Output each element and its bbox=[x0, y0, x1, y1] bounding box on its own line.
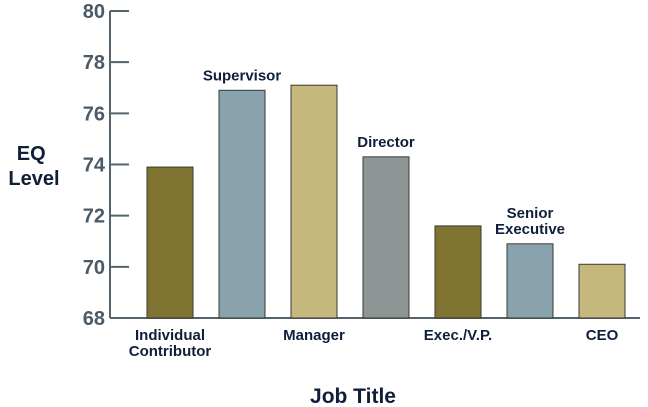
y-tick-label: 72 bbox=[83, 206, 105, 228]
category-label-line: Individual bbox=[135, 327, 205, 344]
category-label: Senior Executive bbox=[495, 205, 565, 238]
category-label: Director bbox=[357, 134, 415, 151]
label-layer: Individual Contributor Supervisor Manager Di… bbox=[129, 67, 619, 360]
category-label-line: Contributor bbox=[129, 343, 212, 360]
category-label-line: Manager bbox=[283, 327, 345, 344]
category-label-line: Director bbox=[357, 134, 415, 151]
y-tick-label: 80 bbox=[83, 1, 105, 23]
category-label-line: Supervisor bbox=[203, 67, 282, 84]
y-axis-title: EQ Level bbox=[8, 143, 59, 190]
axis-layer: 68 70 72 74 76 78 80 bbox=[83, 1, 640, 330]
x-axis-title: Job Title bbox=[310, 385, 396, 407]
category-label-line: Senior bbox=[507, 205, 554, 222]
category-label-line: CEO bbox=[586, 327, 619, 344]
y-tick-label: 68 bbox=[83, 308, 105, 330]
category-label: Exec./V.P. bbox=[424, 327, 492, 344]
category-label-line: Executive bbox=[495, 221, 565, 238]
bar-layer bbox=[146, 84, 626, 319]
category-label: Manager bbox=[283, 327, 345, 344]
bar bbox=[362, 156, 410, 319]
bar bbox=[578, 263, 626, 319]
y-tick-label: 70 bbox=[83, 257, 105, 279]
category-label: Supervisor bbox=[203, 67, 282, 84]
bar bbox=[146, 166, 194, 319]
bar bbox=[506, 243, 554, 319]
bar bbox=[218, 89, 266, 319]
bar bbox=[290, 84, 338, 319]
y-axis-title-line-1: EQ bbox=[17, 143, 46, 165]
category-label: Individual Contributor bbox=[129, 327, 212, 360]
bar bbox=[434, 225, 482, 319]
category-label-line: Exec./V.P. bbox=[424, 327, 492, 344]
y-axis-title-line-2: Level bbox=[8, 168, 59, 190]
y-tick-label: 78 bbox=[83, 52, 105, 74]
category-label: CEO bbox=[586, 327, 619, 344]
y-tick-label: 76 bbox=[83, 103, 105, 125]
y-tick-label: 74 bbox=[83, 155, 106, 177]
